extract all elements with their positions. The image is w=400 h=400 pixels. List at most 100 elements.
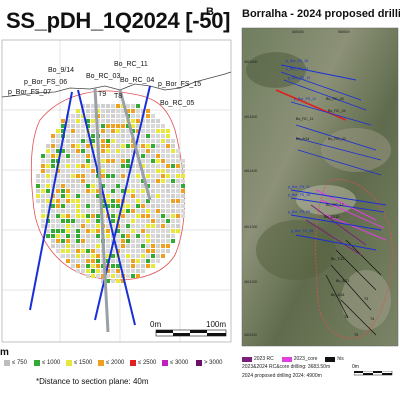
- block-cell: [116, 159, 120, 163]
- block-cell: [116, 114, 120, 118]
- block-cell: [161, 209, 165, 213]
- block-cell: [176, 229, 180, 233]
- block-cell: [76, 209, 80, 213]
- block-cell: [96, 259, 100, 263]
- block-cell: [61, 179, 65, 183]
- block-cell: [121, 204, 125, 208]
- block-cell: [126, 209, 130, 213]
- block-cell: [121, 259, 125, 263]
- block-cell: [111, 119, 115, 123]
- block-cell: [126, 159, 130, 163]
- block-cell: [86, 159, 90, 163]
- block-cell: [156, 209, 160, 213]
- block-cell: [36, 179, 40, 183]
- block-cell: [71, 139, 75, 143]
- block-cell: [181, 214, 185, 218]
- block-cell: [161, 214, 165, 218]
- block-cell: [56, 229, 60, 233]
- block-cell: [66, 124, 70, 128]
- block-cell: [61, 154, 65, 158]
- block-cell: [61, 169, 65, 173]
- plan-hole-labels: p_Bor_FS_15 p_Bor_FS_14 p_Bor_FS_13 Bo_R…: [286, 59, 374, 337]
- block-cell: [101, 174, 105, 178]
- block-cell: [46, 234, 50, 238]
- block-cell: [131, 184, 135, 188]
- svg-text:p_Bor_FS_09: p_Bor_FS_09: [288, 210, 310, 214]
- label-t9: T9: [98, 91, 106, 98]
- block-cell: [161, 164, 165, 168]
- block-cell: [41, 224, 45, 228]
- block-cell: [146, 259, 150, 263]
- block-cell: [181, 164, 185, 168]
- block-cell: [91, 229, 95, 233]
- block-cell: [121, 129, 125, 133]
- block-cell: [121, 189, 125, 193]
- block-cell: [156, 169, 160, 173]
- block-cell: [51, 244, 55, 248]
- block-cell: [91, 189, 95, 193]
- block-cell: [46, 174, 50, 178]
- block-cell: [126, 164, 130, 168]
- block-cell: [136, 194, 140, 198]
- block-cell: [56, 169, 60, 173]
- block-cell: [131, 214, 135, 218]
- block-cell: [141, 144, 145, 148]
- block-cell: [131, 174, 135, 178]
- block-cell: [116, 134, 120, 138]
- block-cell: [121, 184, 125, 188]
- block-cell: [136, 234, 140, 238]
- block-cell: [156, 254, 160, 258]
- block-cell: [126, 144, 130, 148]
- block-cell: [81, 119, 85, 123]
- scale-bar: 0m 100m: [150, 320, 226, 337]
- block-cell: [171, 204, 175, 208]
- block-cell: [121, 194, 125, 198]
- block-cell: [86, 224, 90, 228]
- block-cell: [96, 189, 100, 193]
- block-cell: [146, 164, 150, 168]
- block-cell: [81, 174, 85, 178]
- block-cell: [176, 164, 180, 168]
- block-cell: [176, 179, 180, 183]
- block-cell: [91, 269, 95, 273]
- block-cell: [86, 209, 90, 213]
- block-cell: [141, 229, 145, 233]
- block-cell: [91, 144, 95, 148]
- block-cell: [161, 184, 165, 188]
- block-cell: [141, 134, 145, 138]
- block-cell: [141, 204, 145, 208]
- legend-item-2000: ≤ 2000: [98, 360, 124, 366]
- block-cell: [141, 124, 145, 128]
- block-cell: [106, 119, 110, 123]
- block-cell: [61, 144, 65, 148]
- svg-text:p_Bor_FS_14: p_Bor_FS_14: [286, 67, 308, 71]
- block-cell: [136, 209, 140, 213]
- cross-section-plot: Bo_9/14 Bo_RC_03 Bo_RC_04 p_Bor_FS_06 p_…: [1, 39, 232, 343]
- block-cell: [151, 194, 155, 198]
- block-cell: [176, 189, 180, 193]
- block-cell: [66, 184, 70, 188]
- block-cell: [121, 219, 125, 223]
- block-cell: [126, 204, 130, 208]
- legend-item-1000: ≤ 1000: [34, 360, 60, 366]
- block-cell: [71, 174, 75, 178]
- block-cell: [86, 154, 90, 158]
- block-cell: [111, 104, 115, 108]
- block-cell: [131, 104, 135, 108]
- block-cell: [101, 169, 105, 173]
- legend-his: his: [325, 356, 344, 362]
- block-cell: [126, 214, 130, 218]
- block-cell: [81, 154, 85, 158]
- block-cell: [136, 109, 140, 113]
- block-cell: [66, 149, 70, 153]
- block-cell: [81, 219, 85, 223]
- block-cell: [76, 264, 80, 268]
- block-cell: [121, 244, 125, 248]
- block-cell: [161, 134, 165, 138]
- block-cell: [86, 174, 90, 178]
- block-cell: [146, 229, 150, 233]
- block-cell: [91, 239, 95, 243]
- block-cell: [121, 119, 125, 123]
- block-cell: [126, 134, 130, 138]
- block-cell: [46, 144, 50, 148]
